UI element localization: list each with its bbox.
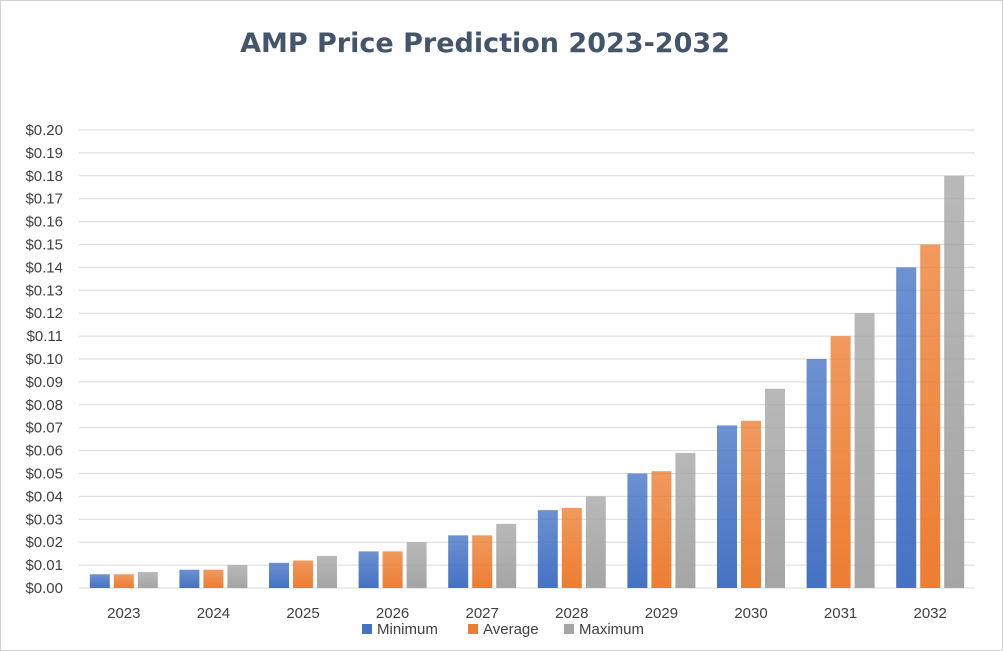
bar-average-2023 xyxy=(113,574,134,588)
bar-minimum-2028 xyxy=(537,510,558,588)
bar-minimum-2030 xyxy=(717,425,737,588)
bar-average-2024 xyxy=(203,569,224,588)
x-axis-ticks: 2023 2024 2025 2026 2027 2028 2029 2030 2031 2032 xyxy=(107,605,947,622)
y-tick-label: $0.20 xyxy=(25,122,63,139)
y-tick-label: $0.11 xyxy=(27,328,63,345)
legend-swatch-maximum xyxy=(564,624,574,634)
bar-minimum-2026 xyxy=(358,551,379,588)
gridlines xyxy=(79,129,975,589)
bar-minimum-2029 xyxy=(627,473,648,588)
y-tick-label: $0.10 xyxy=(25,351,63,368)
y-tick-label: $0.03 xyxy=(25,511,63,528)
bar-maximum-2030 xyxy=(765,388,785,588)
bar-maximum-2031 xyxy=(854,313,875,588)
bar-minimum-2025 xyxy=(269,562,289,588)
x-tick-label: 2025 xyxy=(286,605,319,622)
bar-maximum-2029 xyxy=(675,452,696,588)
bar-maximum-2032 xyxy=(944,175,965,589)
x-tick-label: 2027 xyxy=(466,605,499,622)
y-tick-label: $0.19 xyxy=(25,145,63,162)
bar-maximum-2027 xyxy=(496,523,517,588)
x-tick-label: 2023 xyxy=(107,605,140,622)
bar-maximum-2025 xyxy=(317,555,337,588)
y-tick-label: $0.04 xyxy=(25,488,63,505)
bar-minimum-2023 xyxy=(89,574,110,588)
bar-average-2031 xyxy=(830,336,851,588)
bar-minimum-2024 xyxy=(179,569,200,588)
x-tick-label: 2032 xyxy=(914,605,947,622)
legend-label-maximum: Maximum xyxy=(579,621,644,638)
y-tick-label: $0.01 xyxy=(25,557,63,574)
y-tick-label: $0.00 xyxy=(25,580,63,597)
x-tick-label: 2031 xyxy=(824,605,857,622)
y-tick-label: $0.17 xyxy=(25,191,63,208)
legend-label-average: Average xyxy=(483,621,539,638)
y-tick-label: $0.05 xyxy=(25,466,63,483)
bar-average-2029 xyxy=(651,471,672,588)
bar-average-2027 xyxy=(472,535,493,588)
bar-maximum-2028 xyxy=(585,496,606,588)
bar-maximum-2024 xyxy=(227,565,248,588)
bar-average-2025 xyxy=(293,560,313,588)
bar-minimum-2032 xyxy=(896,267,917,588)
y-axis-ticks: $0.00 $0.01 $0.02 $0.03 $0.04 $0.05 $0.06 $0.07… xyxy=(25,122,63,597)
legend-swatch-minimum xyxy=(362,624,372,634)
y-tick-label: $0.08 xyxy=(25,397,63,414)
bar-minimum-2027 xyxy=(448,535,469,588)
x-tick-label: 2029 xyxy=(645,605,678,622)
x-tick-label: 2026 xyxy=(376,605,409,622)
y-tick-label: $0.16 xyxy=(25,214,63,231)
y-tick-label: $0.15 xyxy=(25,237,63,254)
y-tick-label: $0.18 xyxy=(25,168,63,185)
y-tick-label: $0.07 xyxy=(25,420,63,437)
y-tick-label: $0.06 xyxy=(25,443,63,460)
x-tick-label: 2024 xyxy=(197,605,230,622)
bar-maximum-2023 xyxy=(137,571,158,588)
bar-average-2030 xyxy=(741,420,761,588)
bar-minimum-2031 xyxy=(806,359,827,588)
chart-title: AMP Price Prediction 2023-2032 xyxy=(240,28,730,59)
bar-average-2032 xyxy=(920,244,941,588)
legend-label-minimum: Minimum xyxy=(377,621,438,638)
y-tick-label: $0.12 xyxy=(25,305,63,322)
legend-swatch-average xyxy=(468,624,478,634)
y-tick-label: $0.09 xyxy=(25,374,63,391)
y-tick-label: $0.14 xyxy=(25,259,63,276)
x-tick-label: 2028 xyxy=(555,605,588,622)
bar-average-2026 xyxy=(382,551,403,588)
y-tick-label: $0.02 xyxy=(25,534,63,551)
legend: Minimum Average Maximum xyxy=(362,621,644,638)
x-tick-label: 2030 xyxy=(734,605,767,622)
bar-average-2028 xyxy=(561,507,582,588)
y-tick-label: $0.13 xyxy=(25,282,63,299)
bar-maximum-2026 xyxy=(406,542,427,588)
bars xyxy=(89,175,965,589)
